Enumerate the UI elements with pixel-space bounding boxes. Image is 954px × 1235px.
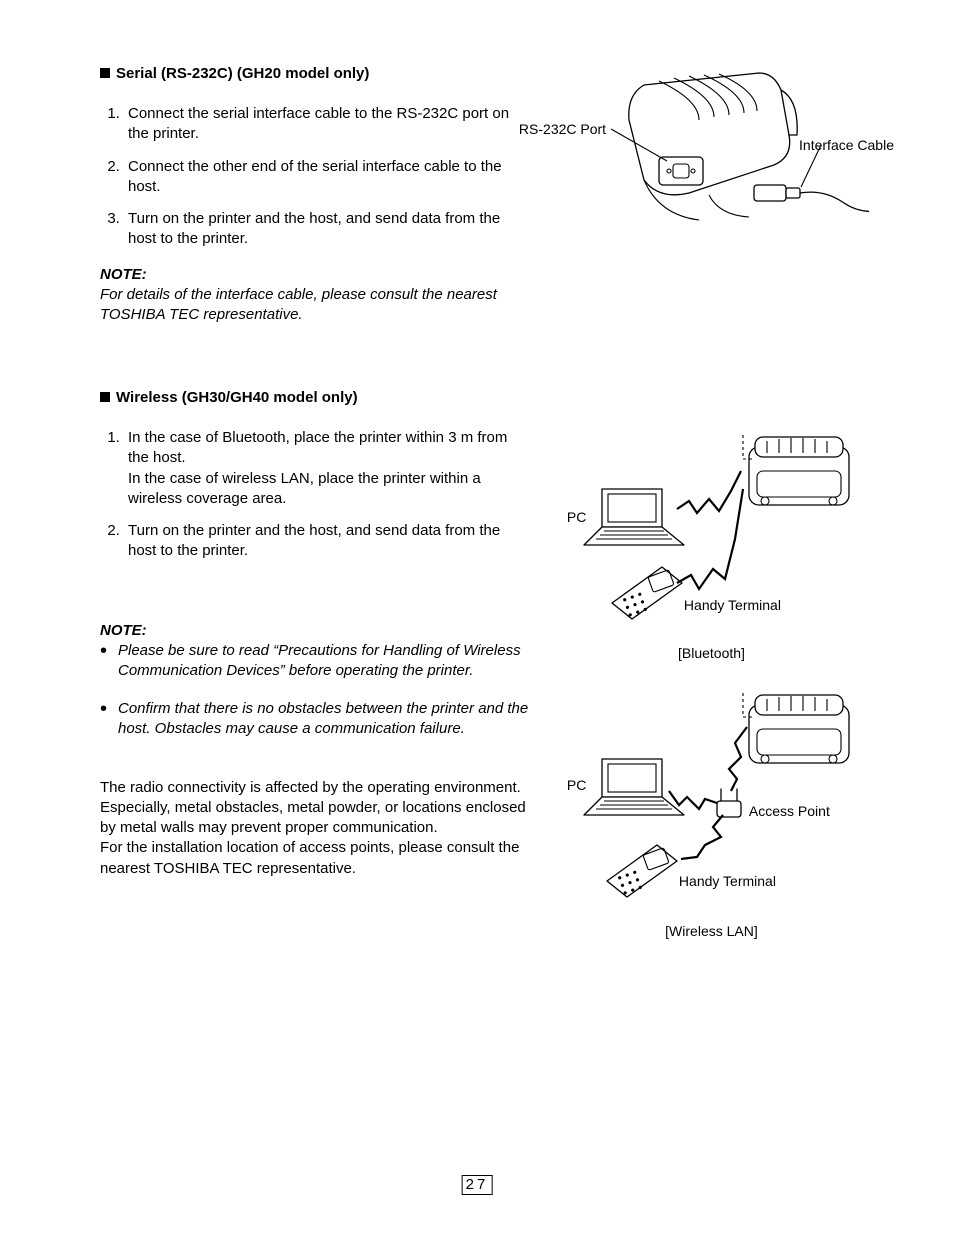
serial-steps: Connect the serial interface cable to th… [100,104,529,250]
wireless-note-head: NOTE: [100,622,529,639]
bt-handy-label: Handy Terminal [684,597,781,613]
serial-diagram-column: RS-232C Port Interface Cable [549,65,874,337]
wlan-caption: [Wireless LAN] [549,923,874,939]
serial-text-column: Serial (RS-232C) (GH20 model only) Conne… [100,65,529,337]
wireless-step-2: Turn on the printer and the host, and se… [124,521,529,562]
serial-step-2: Connect the other end of the serial inte… [124,157,529,198]
wireless-steps: In the case of Bluetooth, place the prin… [100,428,529,562]
wlan-pc-label: PC [567,777,586,793]
serial-step-3: Turn on the printer and the host, and se… [124,209,529,250]
bt-pc-label: PC [567,509,586,525]
bluetooth-diagram: PC Handy Terminal [549,429,874,659]
wireless-section: Wireless (GH30/GH40 model only) In the c… [100,389,874,975]
serial-heading: Serial (RS-232C) (GH20 model only) [100,65,529,82]
wireless-heading-text: Wireless (GH30/GH40 model only) [116,389,358,406]
serial-note-head: NOTE: [100,266,529,283]
printer-port-illustration [549,65,869,275]
serial-step-1: Connect the serial interface cable to th… [124,104,529,145]
radio-text-1: The radio connectivity is affected by th… [100,779,526,837]
serial-diagram: RS-232C Port Interface Cable [549,65,874,275]
rs232c-port-label: RS-232C Port [519,121,606,137]
radio-text-2: For the installation location of access … [100,839,519,876]
interface-cable-label: Interface Cable [799,137,894,153]
bluetooth-caption: [Bluetooth] [549,645,874,661]
wireless-heading: Wireless (GH30/GH40 model only) [100,389,529,406]
wireless-note-bullets: Please be sure to read “Precautions for … [100,641,529,740]
wlan-handy-label: Handy Terminal [679,873,776,889]
wireless-note-bullet-1: Please be sure to read “Precautions for … [100,641,529,682]
serial-heading-text: Serial (RS-232C) (GH20 model only) [116,65,369,82]
page-number: 27 [462,1175,493,1195]
wlan-ap-label: Access Point [749,803,830,819]
radio-connectivity-paragraph: The radio connectivity is affected by th… [100,778,529,879]
square-bullet-icon [100,392,110,402]
wireless-note-bullet-2: Confirm that there is no obstacles betwe… [100,699,529,740]
wlan-diagram: PC Access Point Handy Terminal [549,687,874,947]
serial-note-body: For details of the interface cable, plea… [100,285,529,326]
square-bullet-icon [100,68,110,78]
wireless-step-1: In the case of Bluetooth, place the prin… [124,428,529,509]
wireless-diagram-column: PC Handy Terminal [549,389,874,975]
wireless-text-column: Wireless (GH30/GH40 model only) In the c… [100,389,529,975]
serial-section: Serial (RS-232C) (GH20 model only) Conne… [100,65,874,337]
manual-page: Serial (RS-232C) (GH20 model only) Conne… [0,0,954,1235]
